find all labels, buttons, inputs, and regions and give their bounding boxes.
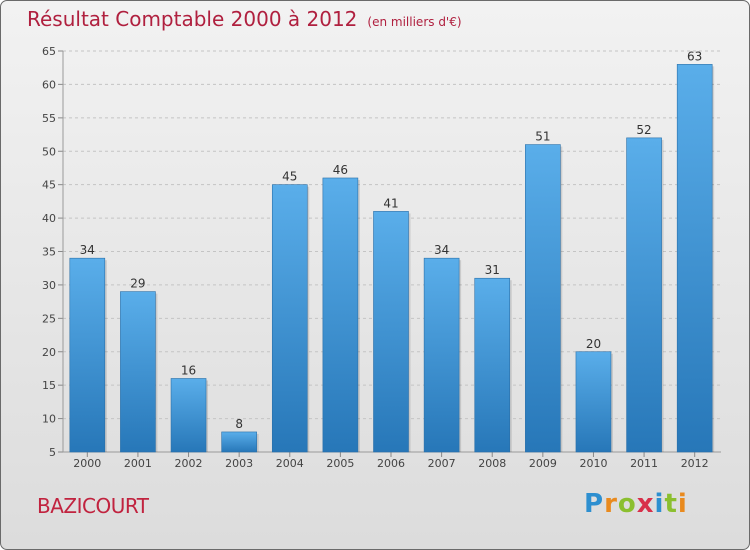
bar [525,144,561,453]
x-tick-label: 2009 [529,457,557,470]
logo-letter: i [654,489,665,519]
y-tick-label: 50 [42,145,56,158]
chart-title: Résultat Comptable 2000 à 2012 [27,7,358,31]
x-tick-label: 2002 [175,457,203,470]
logo-letter: x [636,489,655,519]
bar [626,137,662,453]
title-row: Résultat Comptable 2000 à 2012 (en millie… [27,7,462,31]
bar-value-label: 16 [181,363,196,377]
y-tick-label: 35 [42,246,56,259]
x-tick-label: 2010 [579,457,607,470]
bar-value-label: 45 [282,170,297,184]
x-tick-label: 2005 [326,457,354,470]
bar-value-label: 31 [485,263,500,277]
bar-value-label: 63 [687,49,702,63]
bar [120,291,156,453]
bar [373,211,409,453]
y-tick-label: 30 [42,279,56,292]
x-tick-label: 2004 [276,457,304,470]
x-tick-label: 2012 [681,457,709,470]
bar [423,257,460,453]
logo-letter: i [677,489,688,519]
x-tick-label: 2003 [225,457,253,470]
y-tick-label: 40 [42,212,56,225]
y-tick-label: 55 [42,112,56,125]
y-tick-label: 25 [42,312,56,325]
bar-layer [69,64,715,453]
x-tick-label: 2007 [428,457,456,470]
y-tick-label: 45 [42,179,56,192]
logo-letter: t [664,489,678,519]
x-tick-label: 2001 [124,457,152,470]
y-tick-label: 10 [42,413,56,426]
bar-value-label: 8 [235,417,243,431]
chart-subtitle: (en milliers d'€) [367,15,462,29]
bar-value-label: 52 [636,123,651,137]
x-tick-label: 2008 [478,457,506,470]
bar [676,64,713,453]
bar [221,431,257,453]
bar-value-label: 20 [586,337,601,351]
bar [575,351,612,453]
x-tick-label: 2011 [630,457,658,470]
bar [69,257,106,453]
bar-value-label: 51 [535,130,550,144]
y-tick-label: 65 [42,45,56,58]
y-tick-label: 5 [49,446,56,459]
y-tick-label: 20 [42,346,56,359]
bar [322,177,359,453]
bar-value-label: 29 [130,277,145,291]
logo-letter: o [617,489,637,519]
bar [474,277,511,453]
label-layer: 34 29 16 8 45 46 41 34 31 51 20 52 63 [80,49,703,431]
bar-value-label: 46 [333,163,348,177]
logo-letter: r [604,489,618,519]
x-tick-label: 2006 [377,457,405,470]
y-tick-label: 15 [42,379,56,392]
bar-value-label: 34 [80,243,95,257]
bar [271,184,308,453]
y-tick-label: 60 [42,78,56,91]
bar-value-label: 41 [383,196,398,210]
bar [170,378,207,453]
commune-name: BAZICOURT [37,494,149,518]
bar-value-label: 34 [434,243,449,257]
logo-letter: P [584,489,605,519]
x-tick-label: 2000 [73,457,101,470]
